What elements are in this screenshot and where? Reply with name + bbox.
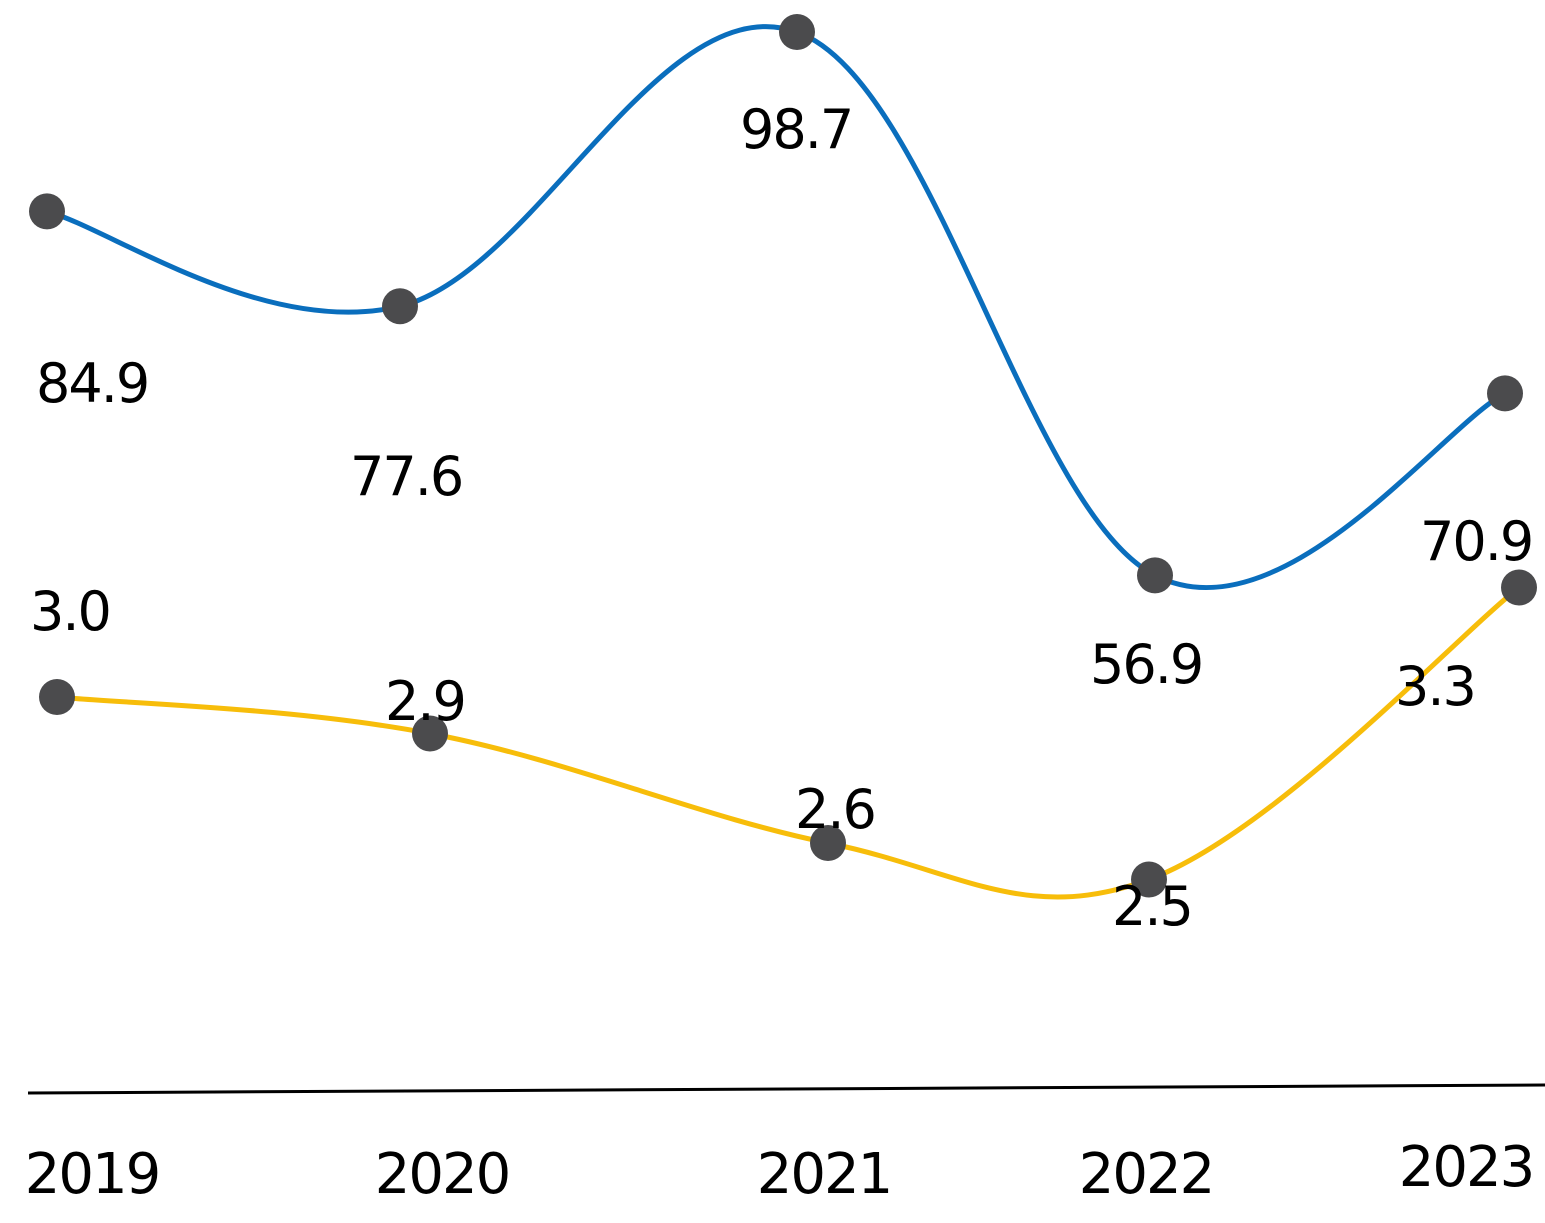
data-label: 2.6 — [795, 778, 875, 841]
data-point-marker — [810, 825, 846, 861]
x-tick-label: 2020 — [375, 1142, 510, 1207]
data-label: 2.9 — [385, 670, 465, 733]
data-label: 3.0 — [30, 580, 110, 643]
data-markers — [29, 14, 1537, 898]
x-tick-label: 2021 — [757, 1142, 892, 1207]
data-point-marker — [412, 715, 448, 752]
data-point-marker — [382, 288, 418, 325]
data-point-marker — [1137, 557, 1173, 594]
data-label: 56.9 — [1090, 633, 1202, 696]
data-point-marker — [1131, 861, 1167, 898]
x-axis-line — [27, 1083, 1545, 1095]
x-tick-label: 2023 — [1399, 1135, 1534, 1200]
data-label: 3.3 — [1395, 655, 1475, 718]
data-point-marker — [779, 14, 815, 50]
data-label: 2.5 — [1112, 875, 1192, 938]
data-label: 84.9 — [36, 352, 148, 415]
data-label: 98.7 — [740, 98, 852, 161]
data-point-marker — [1501, 569, 1537, 606]
data-point-marker — [1487, 375, 1523, 412]
data-label: 70.9 — [1420, 510, 1532, 573]
data-point-marker — [29, 193, 65, 230]
series-2-line — [56, 585, 1521, 900]
x-tick-label: 2022 — [1079, 1142, 1214, 1207]
data-label: 77.6 — [350, 445, 462, 508]
x-tick-label: 2019 — [25, 1142, 160, 1207]
data-point-marker — [39, 679, 75, 715]
